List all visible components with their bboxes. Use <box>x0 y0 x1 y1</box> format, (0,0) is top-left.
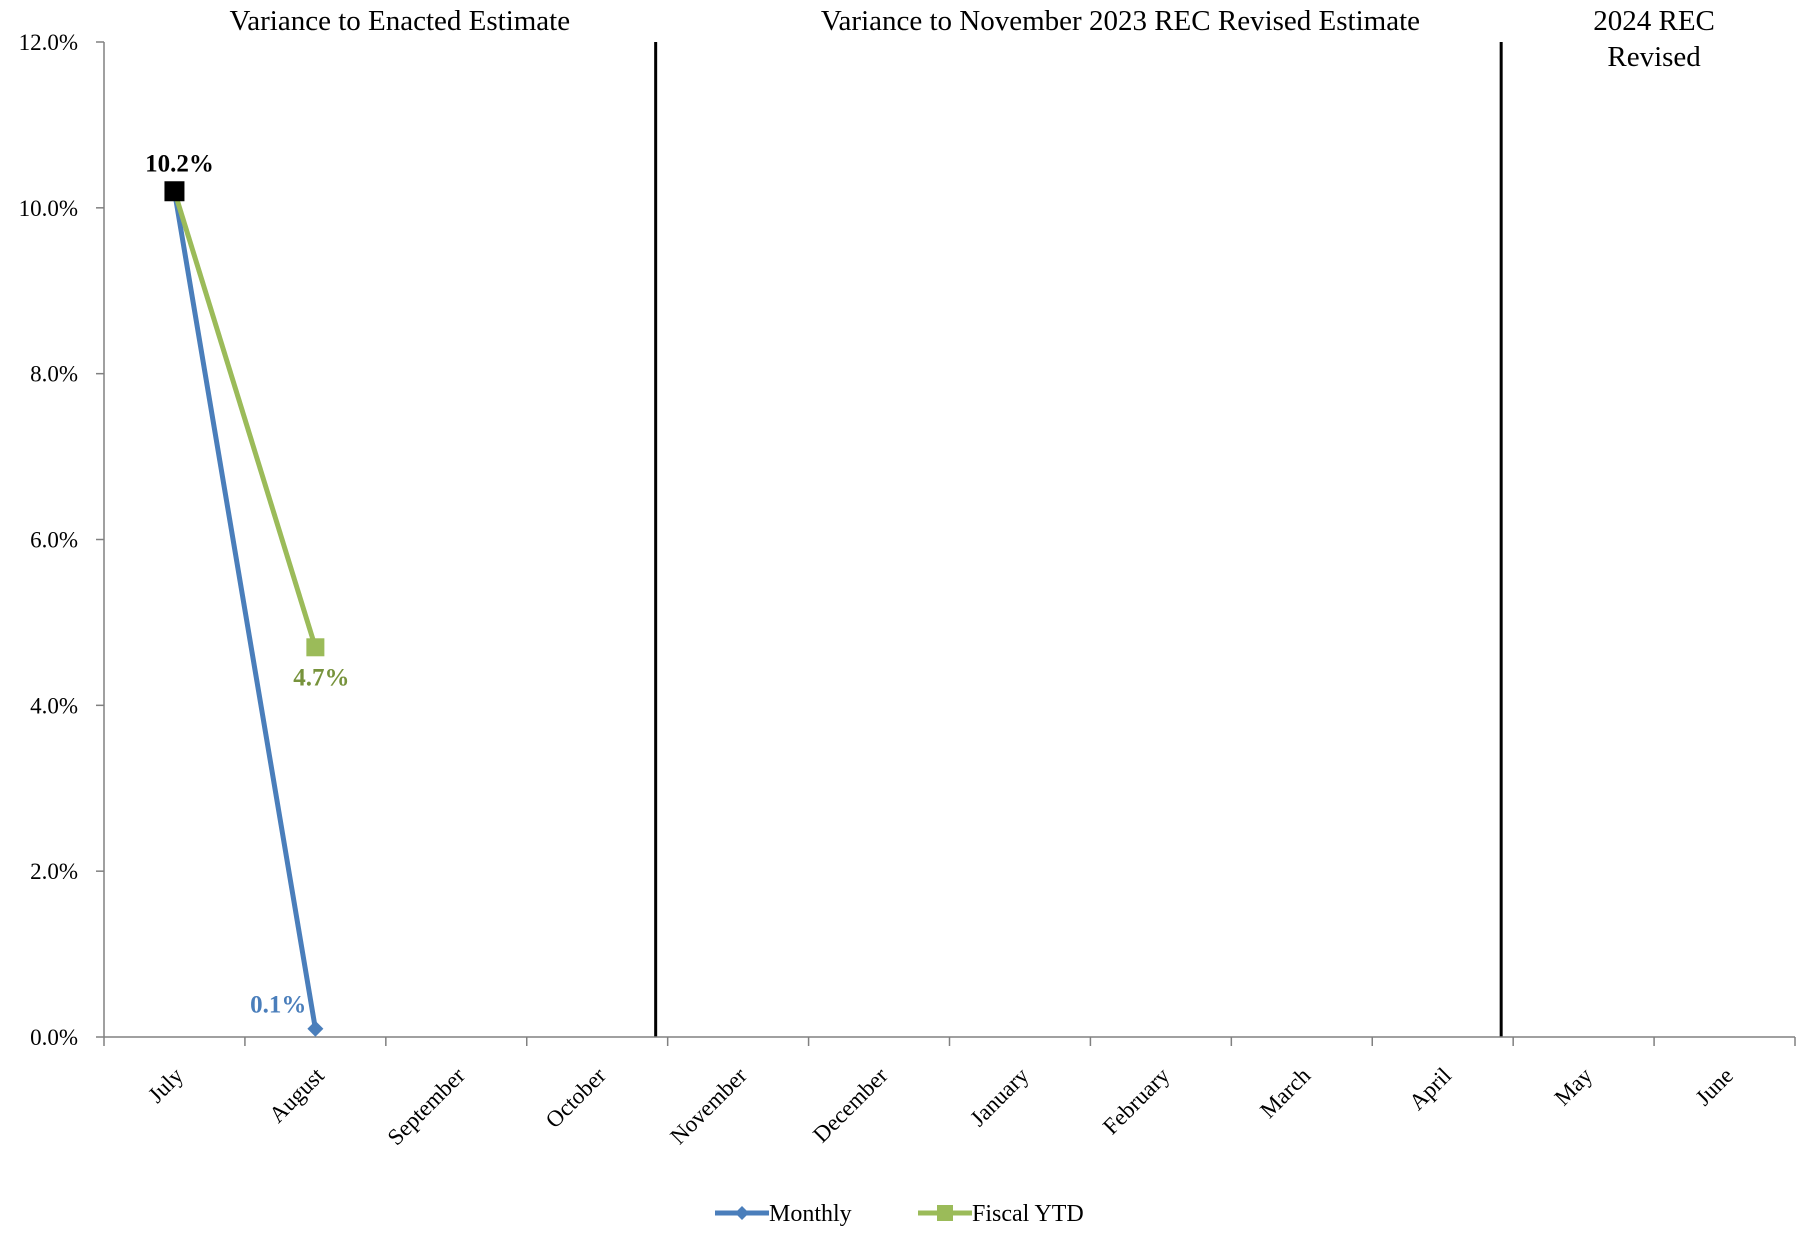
data-point-marker <box>306 638 325 657</box>
x-tick-label: July <box>143 1063 188 1108</box>
x-tick-label: August <box>264 1062 329 1127</box>
data-labels: 10.2% 4.7% 0.1% <box>145 150 349 1018</box>
series-lines <box>164 181 325 1037</box>
data-label: 4.7% <box>293 664 349 691</box>
section-title: Variance to Enacted Estimate <box>230 5 571 37</box>
x-axis-ticks: July August September October November Decemb… <box>103 1037 1796 1150</box>
x-tick-label: April <box>1404 1063 1456 1115</box>
data-point-marker <box>164 181 185 202</box>
y-tick-label: 12.0% <box>19 30 78 55</box>
legend: Monthly Fiscal YTD <box>715 1201 1084 1227</box>
y-tick-label: 0.0% <box>30 1025 78 1050</box>
y-tick-label: 10.0% <box>19 196 78 221</box>
x-tick-label: January <box>965 1063 1034 1132</box>
legend-label: Monthly <box>769 1201 852 1227</box>
data-point-marker <box>307 1020 324 1037</box>
data-label: 0.1% <box>250 992 306 1019</box>
legend-swatch-marker <box>735 1206 749 1220</box>
y-tick-label: 2.0% <box>30 859 78 884</box>
y-tick-label: 6.0% <box>30 528 78 553</box>
y-tick-label: 4.0% <box>30 693 78 718</box>
section-title: 2024 REC <box>1593 5 1715 37</box>
section-titles: Variance to Enacted Estimate Variance to … <box>230 0 1751 73</box>
series-line <box>171 190 318 1030</box>
section-dividers <box>654 42 1503 1037</box>
x-tick-label: June <box>1691 1063 1738 1110</box>
legend-label: Fiscal YTD <box>972 1201 1084 1227</box>
x-tick-label: March <box>1255 1063 1315 1123</box>
x-tick-label: May <box>1550 1063 1598 1111</box>
data-label: 10.2% <box>145 150 214 177</box>
legend-swatch-marker <box>937 1205 953 1221</box>
section-title: Revised <box>1607 41 1701 73</box>
x-tick-label: December <box>808 1063 893 1148</box>
axes <box>103 42 1795 1038</box>
x-tick-label: September <box>383 1063 470 1150</box>
y-axis-ticks: 0.0% 2.0% 4.0% 6.0% 8.0% 10.0% 12.0% <box>19 30 104 1050</box>
section-title: Variance to November 2023 REC Revised Es… <box>821 5 1420 37</box>
section-title: Variance to May <box>1558 0 1750 1</box>
x-tick-label: November <box>665 1063 752 1150</box>
series-line <box>172 190 318 649</box>
x-tick-label: October <box>541 1063 611 1133</box>
y-tick-label: 8.0% <box>30 362 78 387</box>
x-tick-label: February <box>1098 1063 1175 1140</box>
